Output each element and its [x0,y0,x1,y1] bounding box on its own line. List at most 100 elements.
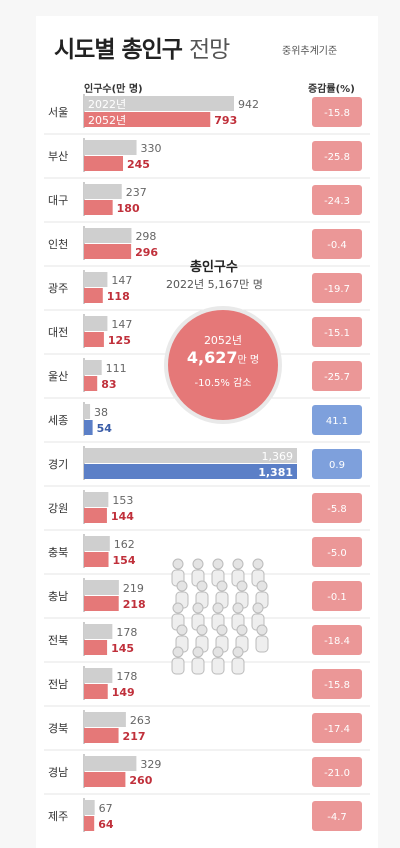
value-label-2052: 144 [111,510,134,523]
legend-2022: 2022년 [88,98,126,111]
bar-2052 [84,156,124,171]
bar-2052 [84,464,297,479]
rate-badge [312,97,362,127]
bar-2022 [84,800,95,815]
bar-2022 [84,448,297,463]
value-label-2052: 180 [117,202,140,215]
bar-2052 [84,816,95,831]
bar-2052 [84,684,108,699]
region-label: 충북 [48,546,68,559]
population-column-header: 인구수(만 명) [84,84,143,95]
crowd-illustration [171,558,269,675]
rate-value: -19.7 [324,284,350,295]
region-label: 충남 [48,590,68,603]
bar-2022 [84,492,109,507]
rate-value: -4.7 [327,812,347,823]
value-label-2052: 218 [123,598,146,611]
bar-2022 [84,316,108,331]
rate-badge [312,141,362,171]
total-2052-circle: 2052년 4,627만 명 -10.5% 감소 [168,310,278,420]
rate-badge [312,273,362,303]
person-icon [172,602,184,614]
rate-badge [312,625,362,655]
rate-badge [312,449,362,479]
bar-2052 [84,772,126,787]
value-label-2022: 263 [130,714,151,727]
person-body-icon [231,657,245,675]
total-2052-year: 2052년 [203,334,243,347]
value-label-2022: 178 [116,626,137,639]
total-rate: -10.5% [194,378,230,389]
title-main: 시도별 총인구 [54,37,183,63]
person-icon [232,646,244,658]
bar-2022 [84,272,108,287]
person-icon [216,624,228,636]
rate-badge [312,361,362,391]
person-body-icon [191,657,205,675]
bar-2052 [84,508,107,523]
region-label: 대구 [48,194,68,207]
bar-2022 [84,580,119,595]
bar-2052 [84,200,113,215]
chart-title: 시도별 총인구 전망 [54,30,230,64]
bar-2052 [84,420,93,435]
bar-2022 [84,712,126,727]
value-label-2052: 245 [127,158,150,171]
value-label-2052: 64 [98,818,114,831]
rate-badge [312,317,362,347]
person-body-icon [171,657,185,675]
person-icon [252,602,264,614]
bar-2022 [84,140,137,155]
value-label-2052: 1,381 [258,466,293,479]
bar-2052 [84,244,132,259]
value-label-2052: 145 [111,642,134,655]
person-icon [192,646,204,658]
value-label-2022: 1,369 [262,450,294,463]
total-2052-unit: 만 명 [237,355,260,366]
bar-2022 [84,96,234,111]
value-label-2052: 125 [108,334,131,347]
value-label-2052: 149 [112,686,135,699]
person-icon [196,624,208,636]
rate-value: -24.3 [324,196,350,207]
total-2052-value-line: 4,627만 명 [168,348,278,367]
person-icon [176,580,188,592]
person-icon [212,558,224,570]
bar-2022 [84,668,113,683]
rate-value: -0.1 [327,592,347,603]
value-label-2022: 162 [114,538,135,551]
region-label: 울산 [48,370,68,383]
rate-badge [312,185,362,215]
region-label: 부산 [48,150,68,163]
region-label: 대전 [48,326,68,339]
rate-badge [312,669,362,699]
rate-badge [312,229,362,259]
person-body-icon [211,657,225,675]
bar-2022 [84,360,102,375]
total-rate-suffix: 감소 [233,378,252,389]
bar-2022 [84,756,137,771]
total-rate-line: -10.5% 감소 [168,374,278,389]
rate-value: -0.4 [327,240,347,251]
region-label: 세종 [48,414,68,427]
rate-value: -15.8 [324,108,350,119]
bar-2052 [84,552,109,567]
bar-2052 [84,728,119,743]
bar-2052 [84,112,211,127]
person-icon [196,580,208,592]
rate-badge [312,581,362,611]
value-label-2022: 942 [238,98,259,111]
source-note: 중위추계기준 [282,46,338,57]
rate-badge [312,493,362,523]
region-label: 전북 [48,634,68,647]
total-population-title: 총인구수 [190,260,238,275]
bar-2022 [84,184,122,199]
bar-2052 [84,376,98,391]
person-icon [236,624,248,636]
person-icon [232,558,244,570]
value-label-2052: 83 [101,378,116,391]
person-icon [252,558,264,570]
value-label-2022: 38 [94,406,108,419]
person-icon [212,602,224,614]
